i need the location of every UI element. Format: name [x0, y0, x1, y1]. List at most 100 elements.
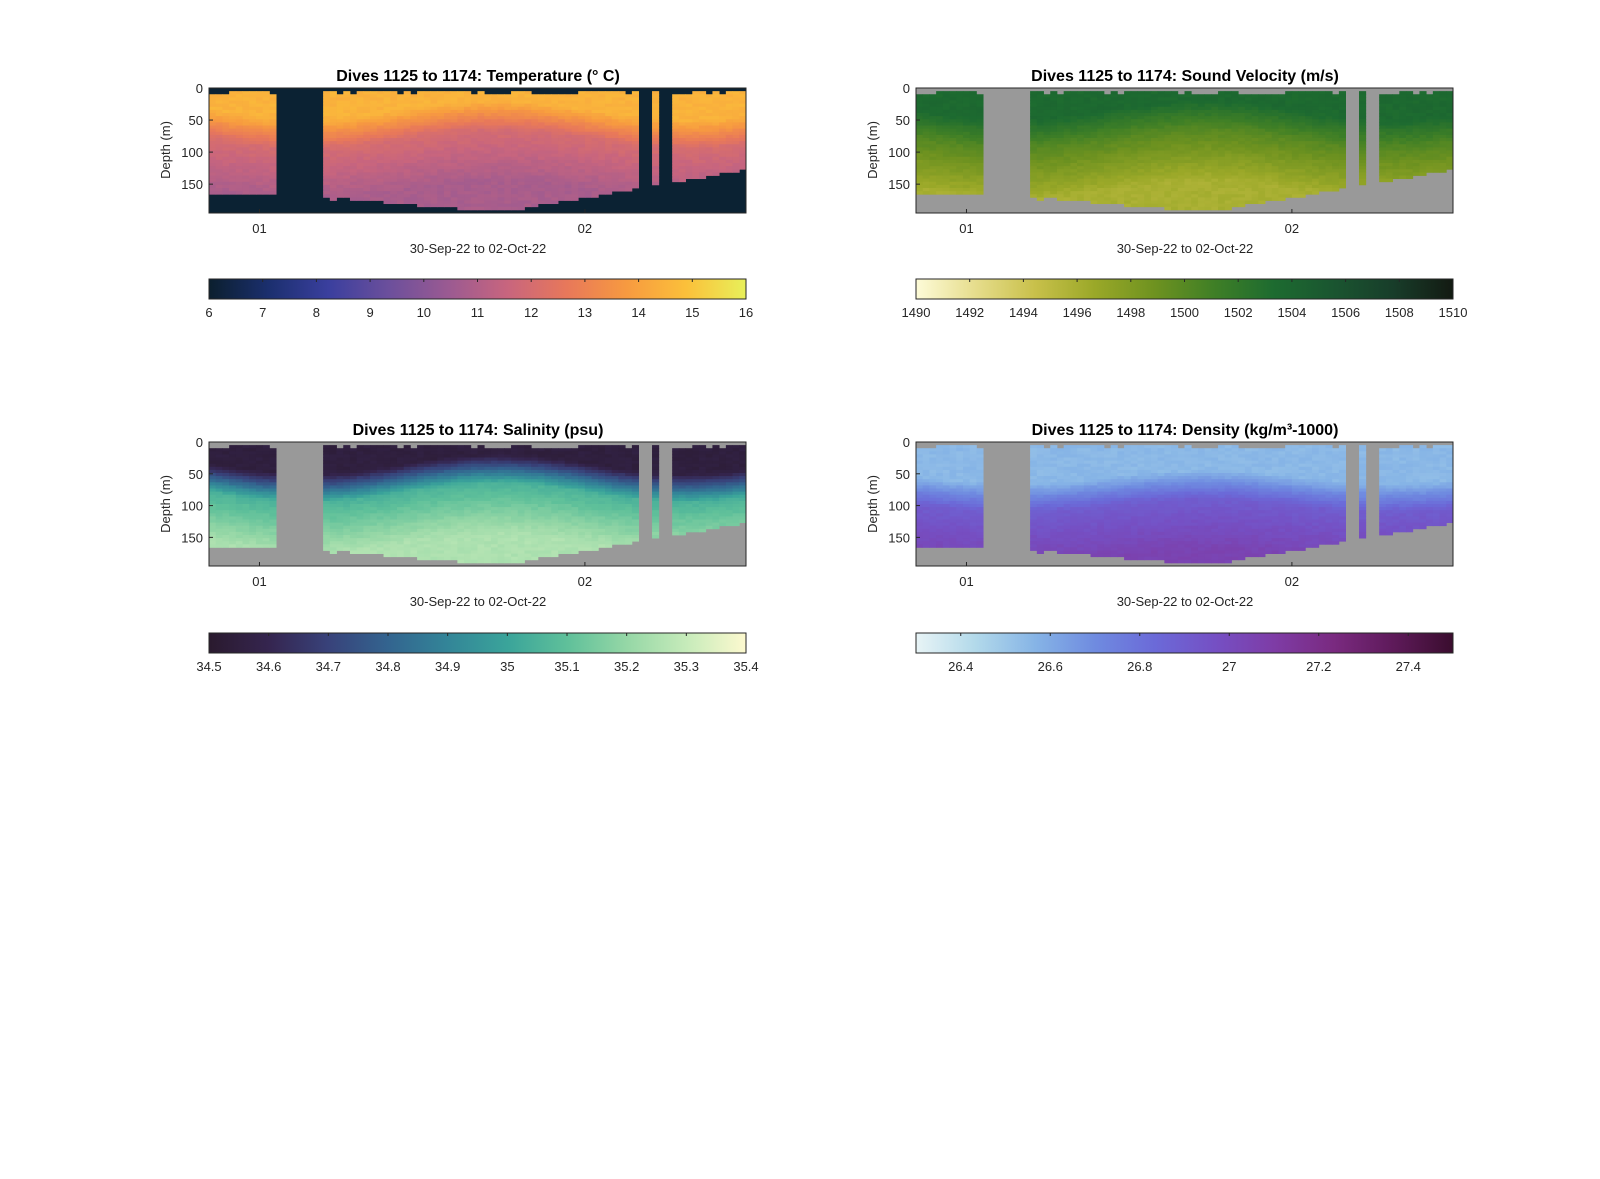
heatmap-cell [215, 188, 223, 192]
heatmap-cell [349, 138, 358, 142]
heatmap-cell [571, 103, 579, 108]
heatmap-cell [443, 119, 452, 123]
heatmap-cell [1332, 169, 1340, 173]
heatmap-cell [949, 181, 957, 186]
heatmap-cell [1117, 138, 1125, 142]
heatmap-cell [470, 125, 478, 130]
heatmap-cell [699, 153, 707, 158]
heatmap-cell [956, 131, 964, 136]
heatmap-cell [511, 125, 519, 130]
heatmap-cell [464, 191, 472, 195]
heatmap-cell [956, 128, 964, 133]
heatmap-cell [477, 194, 485, 198]
heatmap-cell [1432, 116, 1440, 120]
heatmap-cell [437, 153, 445, 158]
heatmap-cell [976, 134, 984, 139]
heatmap-cell [1332, 134, 1340, 139]
heatmap-cell [215, 451, 223, 455]
heatmap-cell [477, 94, 485, 98]
heatmap-cell [1399, 91, 1407, 95]
heatmap-cell [969, 144, 977, 148]
heatmap-cell [1218, 122, 1226, 126]
heatmap-cell [430, 159, 438, 164]
heatmap-cell [672, 122, 680, 126]
heatmap-cell [1056, 166, 1065, 170]
heatmap-cell [969, 125, 977, 130]
heatmap-cell [383, 144, 391, 148]
heatmap-cell [1083, 191, 1091, 195]
heatmap-cell [363, 94, 371, 98]
heatmap-cell [383, 166, 391, 170]
heatmap-cell [1426, 159, 1434, 164]
heatmap-cell [249, 188, 257, 192]
heatmap-cell [1077, 169, 1085, 173]
heatmap-cell [1325, 144, 1333, 148]
heatmap-cell [376, 141, 384, 145]
heatmap-cell [376, 100, 384, 105]
heatmap-cell [1258, 153, 1266, 158]
heatmap-cell [705, 156, 713, 161]
heatmap-cell [1412, 144, 1420, 148]
heatmap-cell [1030, 134, 1038, 139]
heatmap-cell [1244, 159, 1253, 164]
heatmap-cell [1379, 166, 1387, 170]
heatmap-cell [949, 100, 957, 105]
heatmap-cell [255, 516, 264, 520]
heatmap-cell [618, 131, 626, 136]
heatmap-cell [1191, 163, 1199, 167]
heatmap-cell [1251, 147, 1259, 151]
heatmap-cell [370, 122, 378, 126]
heatmap-cell [611, 125, 619, 130]
heatmap-cell [916, 103, 924, 108]
heatmap-cell [699, 172, 707, 176]
heatmap-cell [1271, 159, 1279, 164]
heatmap-cell [1050, 184, 1058, 189]
heatmap-cell [269, 163, 277, 167]
heatmap-cell [1056, 191, 1065, 195]
heatmap-cell [625, 169, 633, 173]
heatmap-cell [578, 116, 586, 120]
heatmap-cell [1050, 194, 1058, 198]
heatmap-cell [1298, 100, 1306, 105]
heatmap-cell [1063, 153, 1071, 158]
heatmap-cell [652, 94, 660, 98]
heatmap-cell [578, 106, 586, 111]
heatmap-cell [739, 163, 747, 167]
heatmap-cell [1171, 181, 1179, 186]
heatmap-cell [699, 134, 707, 139]
heatmap-cell [929, 156, 937, 161]
heatmap-cell [1231, 156, 1239, 161]
heatmap-cell [255, 544, 264, 548]
heatmap-cell [417, 113, 425, 117]
heatmap-cell [1271, 147, 1279, 151]
heatmap-cell [949, 156, 957, 161]
heatmap-cell [1285, 138, 1293, 142]
heatmap-cell [430, 113, 438, 117]
heatmap-cell [1439, 122, 1447, 126]
heatmap-cell [443, 138, 452, 142]
heatmap-cell [437, 109, 445, 114]
heatmap-cell [571, 119, 579, 123]
heatmap-cell [1211, 194, 1219, 198]
heatmap-cell [242, 188, 250, 192]
heatmap-cell [517, 131, 525, 136]
heatmap-cell [922, 138, 930, 142]
heatmap-cell [403, 169, 411, 173]
heatmap-cell [1150, 156, 1159, 161]
heatmap-cell [1305, 94, 1313, 98]
heatmap-cell [611, 131, 619, 136]
heatmap-cell [719, 103, 727, 108]
heatmap-cell [1083, 128, 1091, 133]
heatmap-cell [423, 113, 431, 117]
heatmap-cell [504, 119, 512, 123]
heatmap-cell [625, 103, 633, 108]
heatmap-cell [242, 128, 250, 133]
heatmap-cell [1446, 103, 1454, 108]
heatmap-cell [497, 138, 505, 142]
heatmap-cell [1090, 91, 1098, 95]
heatmap-cell [1124, 172, 1132, 176]
heatmap-cell [376, 97, 384, 101]
heatmap-cell [1305, 125, 1313, 130]
heatmap-cell [423, 156, 431, 161]
heatmap-cell [209, 448, 217, 452]
